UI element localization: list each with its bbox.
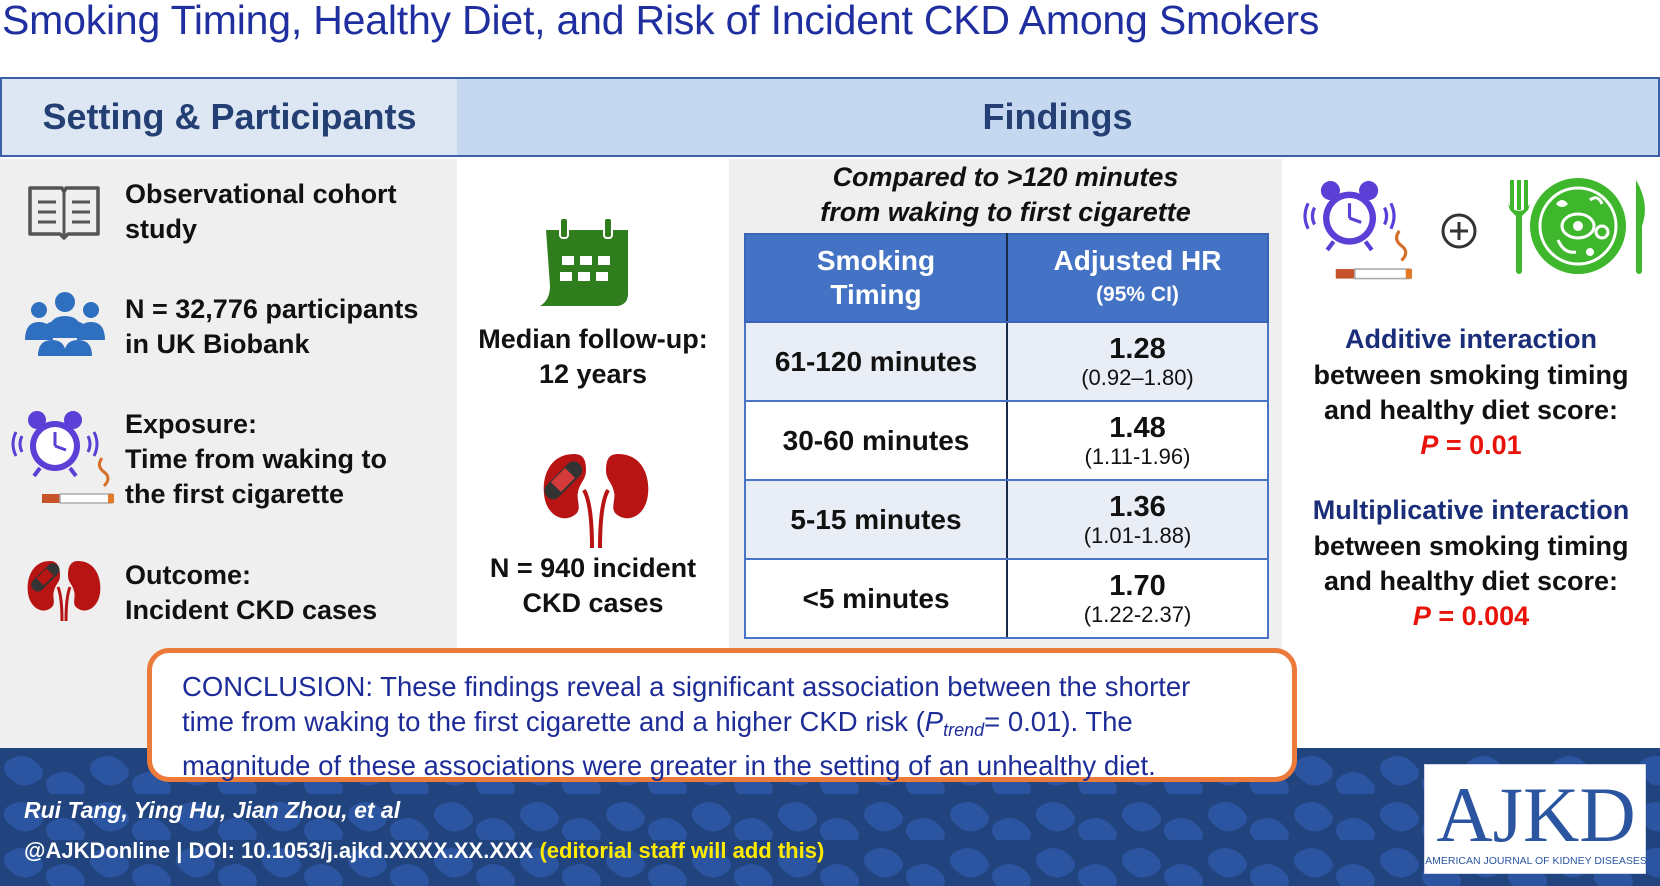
logo-wordmark: AJKD <box>1436 771 1635 858</box>
table-row: 5-15 minutes 1.36 (1.01-1.88) <box>744 479 1269 560</box>
table-row: <5 minutes 1.70 (1.22-2.37) <box>744 558 1269 639</box>
hr-cell: 1.70 (1.22-2.37) <box>1006 558 1269 639</box>
kidney-icon <box>27 561 101 622</box>
authors-text: Rui Tang, Ying Hu, Jian Zhou, et al <box>24 797 401 823</box>
additive-line: between smoking timing <box>1313 360 1629 390</box>
cases-text: N = 940 incident CKD cases <box>489 553 697 618</box>
ajkd-logo: AJKD AMERICAN JOURNAL OF KIDNEY DISEASES <box>1424 764 1647 874</box>
multiplicative-p-value: P = 0.004 <box>1412 601 1530 631</box>
timing-cell: 5-15 minutes <box>744 479 1008 560</box>
hr-cell: 1.48 (1.11-1.96) <box>1006 400 1269 481</box>
timing-cell: 61-120 minutes <box>744 321 1008 402</box>
study-design-text: Observational cohort study <box>125 179 397 244</box>
column-header-hr: Adjusted HR (95% CI) <box>1006 233 1269 323</box>
hr-cell: 1.28 (0.92–1.80) <box>1006 321 1269 402</box>
timing-cell: 30-60 minutes <box>744 400 1008 481</box>
kidney-bandage-icon <box>543 454 649 549</box>
plus-icon <box>1441 213 1477 249</box>
exposure-text: Exposure: Time from waking to the first … <box>125 409 388 509</box>
table-row: 61-120 minutes 1.28 (0.92–1.80) <box>744 321 1269 402</box>
alarm-clock-cigarette-icon <box>1303 181 1413 280</box>
doi-note: (editorial staff will add this) <box>539 838 825 863</box>
section-header-setting: Setting & Participants <box>0 77 457 157</box>
table-header-row: Smoking Timing Adjusted HR (95% CI) <box>744 233 1269 323</box>
section-header-findings: Findings <box>457 77 1660 157</box>
multiplicative-line: between smoking timing <box>1313 531 1629 561</box>
calendar-icon <box>540 217 628 306</box>
outcome-text: Outcome: Incident CKD cases <box>125 560 378 625</box>
people-group-icon <box>25 292 105 356</box>
conclusion-box: CONCLUSION: These findings reveal a sign… <box>147 648 1297 782</box>
healthy-diet-plate-icon <box>1508 178 1645 274</box>
table-row: 30-60 minutes 1.48 (1.11-1.96) <box>744 400 1269 481</box>
hazard-ratio-table: Smoking Timing Adjusted HR (95% CI) 61-1… <box>744 233 1269 639</box>
alarm-clock-cigarette-icon <box>11 411 114 504</box>
doi-text: @AJKDonline | DOI: 10.1053/j.ajkd.XXXX.X… <box>24 838 825 863</box>
hr-cell: 1.36 (1.01-1.88) <box>1006 479 1269 560</box>
timing-cell: <5 minutes <box>744 558 1008 639</box>
additive-line: and healthy diet score: <box>1323 395 1619 425</box>
table-heading: Compared to >120 minutes from waking to … <box>820 162 1191 227</box>
open-book-icon <box>28 186 100 240</box>
column-header-timing: Smoking Timing <box>744 233 1008 323</box>
sample-size-text: N = 32,776 participants in UK Biobank <box>125 294 419 359</box>
multiplicative-line: and healthy diet score: <box>1323 566 1619 596</box>
page-title: Smoking Timing, Healthy Diet, and Risk o… <box>2 0 1320 43</box>
multiplicative-title: Multiplicative interaction <box>1312 495 1630 525</box>
additive-p-value: P = 0.01 <box>1420 430 1522 460</box>
followup-text: Median follow-up: 12 years <box>478 324 708 389</box>
logo-subtitle: AMERICAN JOURNAL OF KIDNEY DISEASES <box>1425 855 1647 867</box>
additive-title: Additive interaction <box>1344 324 1598 354</box>
